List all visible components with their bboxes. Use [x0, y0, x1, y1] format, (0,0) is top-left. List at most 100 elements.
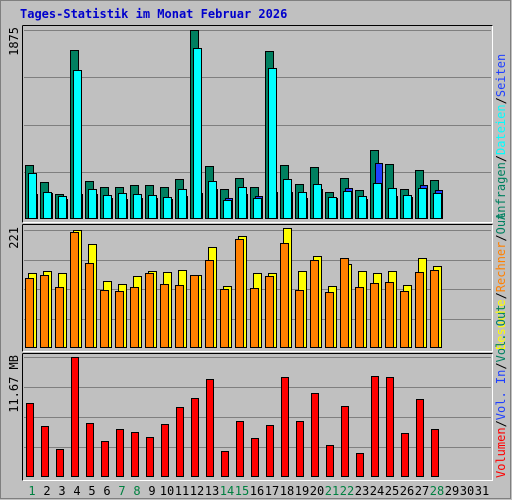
- legend-entry-out: Out: [494, 213, 508, 235]
- bar-rechner-day-19: [295, 290, 304, 348]
- bar-dateien-day-21: [328, 197, 337, 219]
- bar-dateien-day-25: [388, 188, 397, 219]
- bar-volumen-day-6: [101, 441, 109, 477]
- bar-rechner-day-5: [85, 263, 94, 348]
- bar-dateien-day-16: [253, 198, 262, 219]
- bar-rechner-day-23: [355, 287, 364, 348]
- x-tick-label-day-4: 4: [73, 484, 81, 498]
- bar-volumen-day-17: [266, 425, 274, 477]
- x-tick-label-day-14: 14: [219, 484, 235, 498]
- bar-rechner-day-9: [145, 273, 154, 348]
- bar-volumen-day-11: [176, 407, 184, 477]
- bar-volumen-day-18: [281, 377, 289, 477]
- bar-rechner-day-17: [265, 276, 274, 348]
- bar-volumen-day-27: [416, 399, 424, 477]
- bar-rechner-day-11: [175, 285, 184, 348]
- bar-rechner-day-25: [385, 282, 394, 348]
- bar-volumen-day-1: [26, 403, 34, 477]
- bar-volumen-day-8: [131, 432, 139, 477]
- bar-dateien-day-18: [283, 179, 292, 219]
- bar-volumen-day-25: [386, 377, 394, 477]
- bar-rechner-day-7: [115, 291, 124, 348]
- legend-bottom: Volumen/Vol. In/Vol. Out: [494, 305, 508, 478]
- bar-rechner-day-4: [70, 232, 79, 348]
- x-tick-label-day-23: 23: [354, 484, 370, 498]
- legend-separator: /: [494, 97, 508, 104]
- bar-rechner-day-2: [40, 275, 49, 348]
- x-tick-label-day-2: 2: [43, 484, 51, 498]
- bar-volumen-day-22: [341, 406, 349, 477]
- x-tick-label-day-29: 29: [444, 484, 460, 498]
- bar-rechner-day-12: [190, 275, 199, 348]
- x-tick-label-day-7: 7: [118, 484, 126, 498]
- x-tick-label-day-22: 22: [339, 484, 355, 498]
- bar-dateien-day-1: [28, 173, 37, 219]
- y-axis-max-label-bottom: 11.67 MB: [7, 355, 21, 413]
- x-tick-label-day-26: 26: [399, 484, 415, 498]
- bar-volumen-day-13: [206, 379, 214, 477]
- x-tick-label-day-24: 24: [369, 484, 385, 498]
- bar-rechner-day-8: [130, 287, 139, 348]
- x-tick-label-day-5: 5: [88, 484, 96, 498]
- bar-volumen-day-21: [326, 445, 334, 477]
- x-tick-label-day-27: 27: [414, 484, 430, 498]
- bar-volumen-day-12: [191, 398, 199, 477]
- bar-rechner-day-22: [340, 258, 349, 348]
- x-tick-label-day-15: 15: [234, 484, 250, 498]
- bar-dateien-day-28: [433, 193, 442, 219]
- bar-dateien-day-2: [43, 192, 52, 219]
- x-tick-label-day-28: 28: [429, 484, 445, 498]
- bar-rechner-day-1: [25, 278, 34, 348]
- x-tick-label-day-18: 18: [279, 484, 295, 498]
- bar-dateien-day-10: [163, 197, 172, 219]
- bar-dateien-day-5: [88, 189, 97, 219]
- bar-volumen-day-16: [251, 438, 259, 477]
- y-axis-max-label-middle: 221: [7, 227, 21, 249]
- bar-rechner-day-3: [55, 287, 64, 348]
- legend-separator: /: [494, 362, 508, 369]
- x-tick-label-day-21: 21: [324, 484, 340, 498]
- legend-separator: /: [494, 234, 508, 241]
- bar-volumen-day-3: [56, 449, 64, 477]
- bar-dateien-day-17: [268, 68, 277, 219]
- bar-volumen-day-2: [41, 426, 49, 477]
- bar-rechner-day-6: [100, 290, 109, 348]
- x-tick-label-day-3: 3: [58, 484, 66, 498]
- x-tick-label-day-16: 16: [249, 484, 265, 498]
- bar-volumen-day-4: [71, 357, 79, 477]
- bar-dateien-day-26: [403, 195, 412, 219]
- bar-rechner-day-15: [235, 239, 244, 348]
- bar-rechner-day-14: [220, 289, 229, 348]
- x-tick-label-day-25: 25: [384, 484, 400, 498]
- bar-dateien-day-6: [103, 195, 112, 219]
- bar-dateien-day-24: [373, 183, 382, 219]
- x-tick-label-day-19: 19: [294, 484, 310, 498]
- x-tick-label-day-6: 6: [103, 484, 111, 498]
- bar-dateien-day-11: [178, 189, 187, 219]
- x-tick-label-day-30: 30: [459, 484, 475, 498]
- legend-middle: Besuche/Rechner/Out: [494, 213, 508, 350]
- x-tick-label-day-9: 9: [148, 484, 156, 498]
- bar-dateien-day-4: [73, 70, 82, 219]
- bar-volumen-day-5: [86, 423, 94, 477]
- bar-dateien-day-12: [193, 48, 202, 219]
- bar-dateien-day-20: [313, 184, 322, 219]
- x-tick-label-day-8: 8: [133, 484, 141, 498]
- bar-rechner-day-20: [310, 260, 319, 348]
- y-axis-max-label-top: 1875: [7, 27, 21, 56]
- legend-entry-volumen: Volumen: [494, 427, 508, 478]
- bar-volumen-day-9: [146, 437, 154, 477]
- bar-volumen-day-23: [356, 453, 364, 477]
- bar-dateien-day-22: [343, 191, 352, 219]
- bar-volumen-day-15: [236, 421, 244, 477]
- bar-dateien-day-14: [223, 200, 232, 219]
- bar-volumen-day-28: [431, 429, 439, 477]
- bar-dateien-day-19: [298, 192, 307, 219]
- bar-dateien-day-7: [118, 193, 127, 219]
- bar-rechner-day-27: [415, 272, 424, 348]
- bar-dateien-day-3: [58, 196, 67, 219]
- legend-entry-dateien: Dateien: [494, 104, 508, 155]
